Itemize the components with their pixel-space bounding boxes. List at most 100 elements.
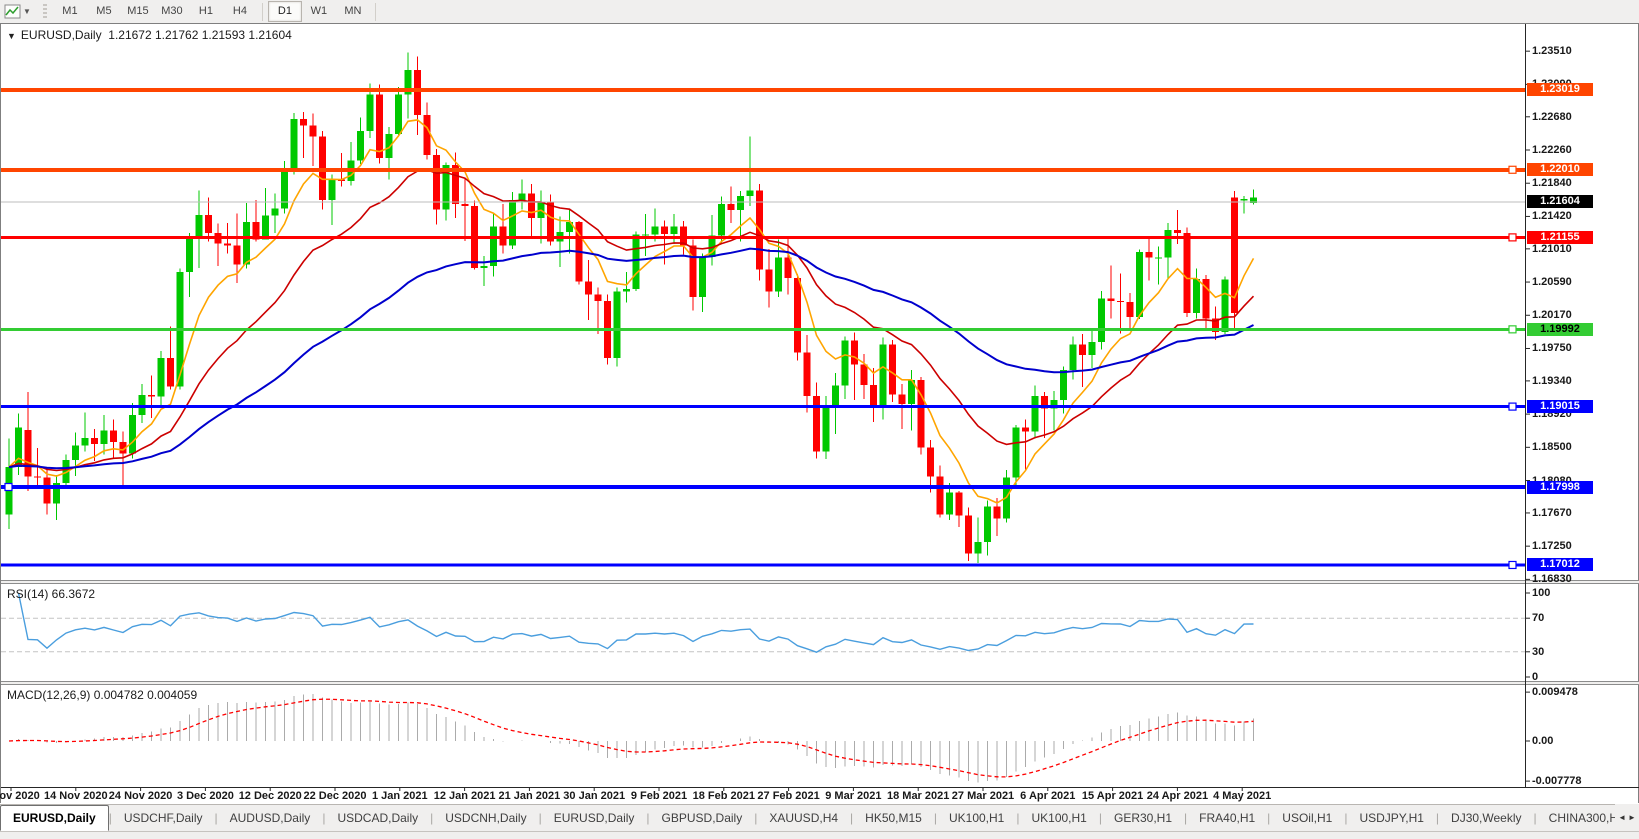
tab-scroll-left-icon[interactable]: ◄ <box>1618 813 1626 822</box>
candle-body <box>1079 344 1086 355</box>
candle-body <box>832 385 839 408</box>
candle-body <box>195 214 203 238</box>
chart-tab-14[interactable]: USDJPY,H1 <box>1359 811 1424 825</box>
candle-body <box>167 357 174 387</box>
candle-body <box>404 70 412 95</box>
timeframe-button-h1[interactable]: H1 <box>198 5 213 17</box>
candle-body <box>1212 318 1219 332</box>
chart-tab-5[interactable]: EURUSD,Daily <box>553 811 635 825</box>
timeframe-button-d1[interactable]: D1 <box>267 1 302 22</box>
chart-tab-12[interactable]: FRA40,H1 <box>1199 811 1256 825</box>
price-chart-canvas[interactable] <box>1 24 1639 804</box>
hline-anchor-marker[interactable] <box>1508 402 1517 411</box>
chart-symbol: EURUSD,Daily <box>20 28 102 42</box>
pane-separator[interactable] <box>1 681 1639 685</box>
y-axis-label: 1.17250 <box>1532 540 1572 553</box>
chart-tab-16[interactable]: CHINA300,H1 <box>1548 811 1625 825</box>
candle-body <box>974 542 982 554</box>
hline-anchor-marker[interactable] <box>1508 325 1517 334</box>
chart-tab-8[interactable]: HK50,M15 <box>865 811 922 825</box>
candle-body <box>119 441 127 454</box>
collapse-triangle-icon[interactable]: ▼ <box>7 31 16 41</box>
chart-tab-4[interactable]: USDCNH,Daily <box>445 811 527 825</box>
macd-axis-label: 0.009478 <box>1532 686 1578 699</box>
candle-body <box>851 340 858 365</box>
candle-body <box>1136 252 1143 317</box>
date-label: 1 Jan 2021 <box>371 790 428 802</box>
timeframe-button-w1[interactable]: W1 <box>310 5 328 17</box>
hline-anchor-marker[interactable] <box>1508 165 1517 174</box>
candle-body <box>24 429 32 477</box>
candle-body <box>822 407 830 452</box>
tab-divider: | <box>1016 811 1020 825</box>
indicators-button[interactable]: ▼ <box>0 0 37 23</box>
candle-body <box>62 459 70 483</box>
timeframe-button-m1[interactable]: M1 <box>62 5 78 17</box>
candle-body <box>1250 197 1257 203</box>
chart-tab-9[interactable]: UK100,H1 <box>948 811 1005 825</box>
candle-body <box>1050 399 1058 409</box>
candle-body <box>1031 395 1039 432</box>
chart-tab-13[interactable]: USOil,H1 <box>1282 811 1333 825</box>
chart-tab-1[interactable]: USDCHF,Daily <box>123 811 203 825</box>
chart-tab-7[interactable]: XAUUSD,H4 <box>769 811 839 825</box>
hline-anchor-marker[interactable] <box>1508 560 1517 570</box>
chart-tabbar: EURUSD,Daily | USDCHF,Daily | AUDUSD,Daily | U… <box>0 804 1639 832</box>
y-axis-label: 1.19340 <box>1532 374 1572 387</box>
tab-divider: | <box>754 811 758 825</box>
pane-separator[interactable] <box>1 580 1639 584</box>
candle-body <box>442 165 450 210</box>
date-label: 22 Dec 2020 <box>303 790 367 802</box>
tab-divider: | <box>646 811 650 825</box>
candle-body <box>927 447 934 477</box>
toolbar-grip[interactable] <box>42 3 47 20</box>
ma-line-fast <box>8 119 1255 504</box>
date-label: 24 Apr 2021 <box>1146 790 1209 802</box>
timeframe-button-m30[interactable]: M30 <box>161 5 183 17</box>
candle-body <box>727 203 735 211</box>
candle-body <box>452 165 459 204</box>
ma-line-slow <box>8 247 1254 470</box>
timeframe-button-mn[interactable]: MN <box>344 5 362 17</box>
toolbar-separator <box>374 2 376 21</box>
hline-anchor-marker[interactable] <box>4 482 13 492</box>
candle-body <box>718 203 725 236</box>
candle-body <box>110 430 117 442</box>
candle-body <box>689 245 697 298</box>
status-strip <box>0 831 1639 839</box>
chart-tab-10[interactable]: UK100,H1 <box>1031 811 1087 825</box>
candle-body <box>984 506 991 543</box>
candle-body <box>946 492 953 515</box>
y-axis-label: 1.20590 <box>1532 276 1572 289</box>
timeframe-button-h4[interactable]: H4 <box>232 5 247 17</box>
timeframe-button-m15[interactable]: M15 <box>127 5 149 17</box>
candle-body <box>870 384 877 408</box>
chart-tab-3[interactable]: USDCAD,Daily <box>337 811 419 825</box>
chart-tab-0[interactable]: EURUSD,Daily <box>0 805 109 831</box>
tab-divider: | <box>1184 811 1188 825</box>
candle-body <box>138 395 146 415</box>
hline-anchor-marker[interactable] <box>1508 233 1517 242</box>
chart-tab-15[interactable]: DJ30,Weekly <box>1451 811 1522 825</box>
chart-tab-2[interactable]: AUDUSD,Daily <box>229 811 311 825</box>
candle-body <box>1155 257 1162 259</box>
candle-body <box>775 257 782 292</box>
candle-body <box>784 257 792 279</box>
chart-tab-11[interactable]: GER30,H1 <box>1113 811 1173 825</box>
candle-body <box>414 70 421 116</box>
y-axis-label: 1.19750 <box>1532 342 1572 355</box>
timeframe-button-m5[interactable]: M5 <box>96 5 112 17</box>
candle-body <box>1221 279 1229 332</box>
tab-divider: | <box>1533 811 1537 825</box>
date-label: 27 Feb 2021 <box>757 790 820 802</box>
candle-body <box>509 199 516 246</box>
tab-scroll-right-icon[interactable]: ► <box>1628 813 1636 822</box>
candle-body <box>72 445 79 460</box>
y-axis-label: 1.17670 <box>1532 506 1572 519</box>
candle-body <box>300 119 307 126</box>
candle-body <box>708 235 716 257</box>
candle-body <box>423 115 431 155</box>
chart-tab-6[interactable]: GBPUSD,Daily <box>661 811 743 825</box>
price-badge-1.19992: 1.19992 <box>1527 322 1593 336</box>
